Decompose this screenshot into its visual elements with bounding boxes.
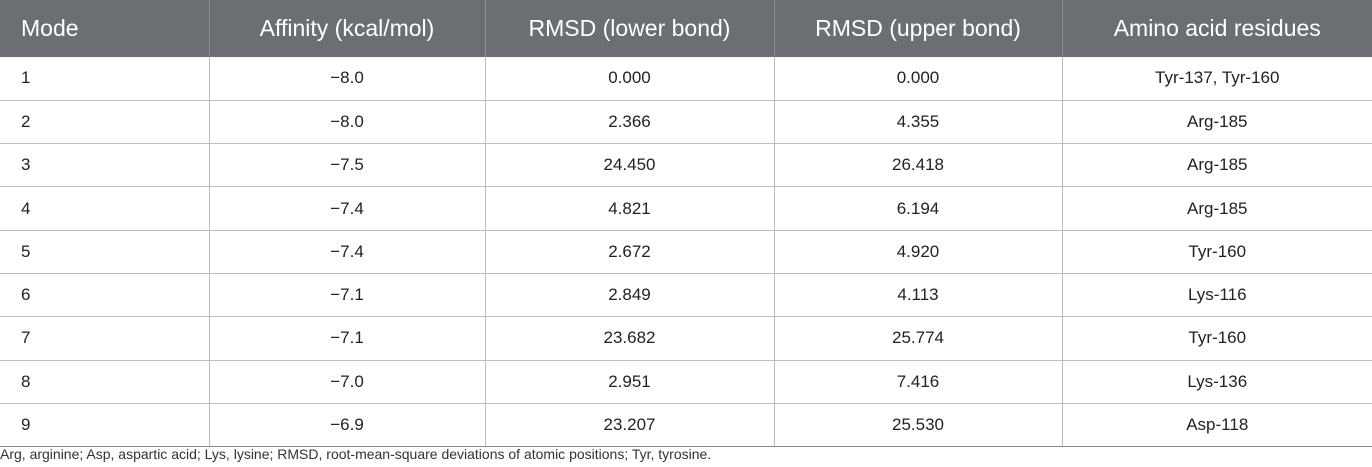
- cell-affinity: −7.1: [208, 273, 485, 318]
- cell-residues: Arg-185: [1061, 100, 1372, 145]
- cell-mode: 1: [0, 57, 209, 101]
- header-mode: Mode: [21, 15, 79, 41]
- cell-rmsd-upper: 4.113: [773, 273, 1062, 318]
- cell-residues: Tyr-160: [1061, 316, 1372, 361]
- docking-results-table-container: Mode Affinity (kcal/mol) RMSD (lower bon…: [0, 0, 1372, 448]
- table-row: 8 −7.0 2.951 7.416 Lys-136: [0, 360, 1372, 404]
- cell-mode: 9: [0, 403, 209, 448]
- table-row: 4 −7.4 4.821 6.194 Arg-185: [0, 186, 1372, 231]
- cell-residues: Lys-116: [1061, 273, 1372, 318]
- cell-residues: Lys-136: [1061, 360, 1372, 404]
- cell-rmsd-upper: 25.530: [773, 403, 1062, 448]
- cell-rmsd-upper: 0.000: [773, 57, 1062, 101]
- cell-affinity: −8.0: [208, 57, 485, 101]
- cell-rmsd-upper: 6.194: [773, 186, 1062, 231]
- cell-rmsd-upper: 26.418: [773, 143, 1062, 188]
- cell-rmsd-lower: 23.207: [484, 403, 774, 448]
- cell-residues: Tyr-160: [1061, 230, 1372, 274]
- header-affinity: Affinity (kcal/mol): [208, 0, 485, 57]
- cell-rmsd-lower: 24.450: [484, 143, 774, 188]
- header-row: Mode Affinity (kcal/mol) RMSD (lower bon…: [0, 0, 1372, 57]
- header-rmsd-lower: RMSD (lower bond): [484, 0, 774, 57]
- cell-mode: 7: [0, 316, 209, 361]
- cell-mode: 3: [0, 143, 209, 188]
- cell-residues: Arg-185: [1061, 143, 1372, 188]
- cell-mode: 6: [0, 273, 209, 318]
- cell-affinity: −7.4: [208, 230, 485, 274]
- cell-affinity: −7.5: [208, 143, 485, 188]
- cell-affinity: −6.9: [208, 403, 485, 448]
- cell-rmsd-lower: 0.000: [484, 57, 774, 101]
- cell-mode: 2: [0, 100, 209, 145]
- cell-mode: 5: [0, 230, 209, 274]
- header-rmsd-upper: RMSD (upper bond): [773, 0, 1062, 57]
- cell-rmsd-lower: 2.849: [484, 273, 774, 318]
- cell-rmsd-lower: 2.672: [484, 230, 774, 274]
- cell-rmsd-upper: 25.774: [773, 316, 1062, 361]
- cell-rmsd-lower: 4.821: [484, 186, 774, 231]
- cell-residues: Asp-118: [1061, 403, 1372, 448]
- docking-results-table: Mode Affinity (kcal/mol) RMSD (lower bon…: [0, 0, 1372, 448]
- cell-rmsd-lower: 23.682: [484, 316, 774, 361]
- cell-residues: Arg-185: [1061, 186, 1372, 231]
- table-header: Mode Affinity (kcal/mol) RMSD (lower bon…: [0, 0, 1372, 57]
- table-row: 6 −7.1 2.849 4.113 Lys-116: [0, 273, 1372, 318]
- cell-rmsd-lower: 2.366: [484, 100, 774, 145]
- cell-affinity: −7.4: [208, 186, 485, 231]
- cell-mode: 8: [0, 360, 209, 404]
- cell-rmsd-upper: 7.416: [773, 360, 1062, 404]
- table-row: 3 −7.5 24.450 26.418 Arg-185: [0, 143, 1372, 188]
- table-row: 1 −8.0 0.000 0.000 Tyr-137, Tyr-160: [0, 57, 1372, 101]
- table-row: 9 −6.9 23.207 25.530 Asp-118: [0, 403, 1372, 448]
- cell-mode: 4: [0, 186, 209, 231]
- cell-affinity: −8.0: [208, 100, 485, 145]
- table-row: 7 −7.1 23.682 25.774 Tyr-160: [0, 316, 1372, 361]
- table-footnote: Arg, arginine; Asp, aspartic acid; Lys, …: [0, 446, 712, 462]
- cell-rmsd-upper: 4.355: [773, 100, 1062, 145]
- table-row: 2 −8.0 2.366 4.355 Arg-185: [0, 100, 1372, 145]
- cell-rmsd-upper: 4.920: [773, 230, 1062, 274]
- table-row: 5 −7.4 2.672 4.920 Tyr-160: [0, 230, 1372, 274]
- cell-residues: Tyr-137, Tyr-160: [1061, 57, 1372, 101]
- cell-affinity: −7.1: [208, 316, 485, 361]
- cell-rmsd-lower: 2.951: [484, 360, 774, 404]
- header-amino-acid-residues: Amino acid residues: [1061, 0, 1372, 57]
- cell-affinity: −7.0: [208, 360, 485, 404]
- table-body: 1 −8.0 0.000 0.000 Tyr-137, Tyr-160 2 −8…: [0, 57, 1372, 448]
